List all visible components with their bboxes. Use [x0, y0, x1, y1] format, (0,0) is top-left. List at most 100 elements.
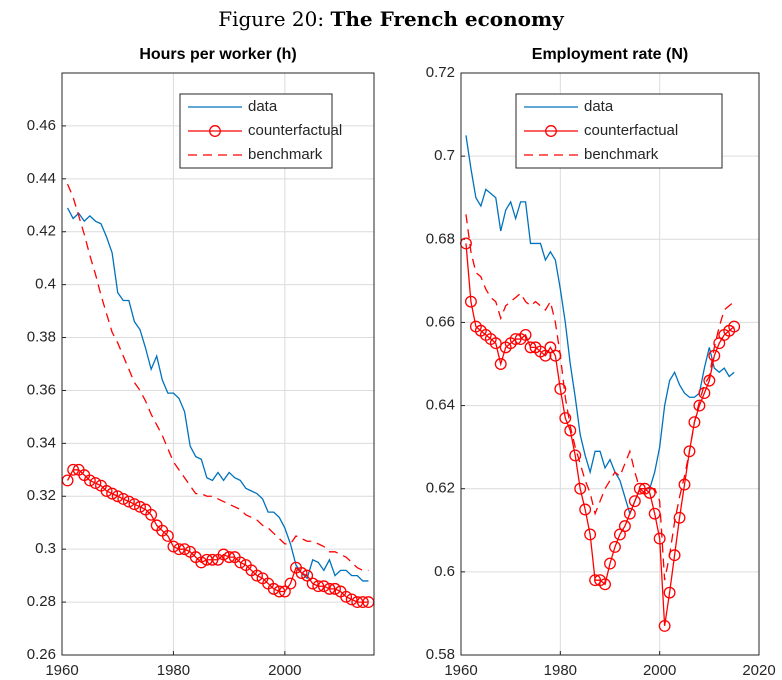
- y-tick-label: 0.66: [426, 313, 455, 330]
- marker: [284, 577, 297, 590]
- marker: [683, 445, 696, 458]
- marker: [574, 482, 587, 495]
- y-tick-label: 0.38: [27, 329, 56, 346]
- marker: [345, 593, 358, 606]
- y-tick-label: 0.68: [426, 230, 455, 247]
- marker: [609, 540, 621, 553]
- y-tick-label: 0.44: [27, 170, 56, 187]
- figure-label: Figure 20:: [218, 7, 324, 31]
- legend-label: benchmark: [248, 146, 323, 163]
- marker: [673, 511, 686, 524]
- marker: [663, 586, 676, 599]
- y-tick-label: 0.6: [434, 563, 455, 580]
- series-line: [66, 207, 369, 582]
- y-tick-label: 0.26: [27, 646, 56, 663]
- y-tick-label: 0.36: [27, 381, 56, 398]
- legend-label: benchmark: [584, 146, 659, 163]
- legend-marker: [545, 125, 557, 137]
- marker: [128, 498, 141, 511]
- legend-label: data: [248, 98, 278, 115]
- x-tick-label: 1980: [544, 662, 577, 679]
- x-tick-label: 1960: [444, 662, 477, 679]
- marker: [599, 578, 611, 591]
- x-tick-label: 2000: [643, 662, 676, 679]
- marker: [195, 556, 208, 569]
- y-tick-label: 0.46: [27, 117, 56, 134]
- x-tick-label: 1980: [157, 662, 190, 679]
- marker: [223, 551, 236, 564]
- marker: [234, 556, 247, 569]
- marker: [589, 574, 602, 587]
- marker: [464, 295, 477, 308]
- marker: [317, 580, 330, 593]
- axes-box: [61, 72, 375, 656]
- marker: [559, 412, 572, 424]
- marker: [301, 569, 314, 582]
- legend-label: counterfactual: [248, 122, 342, 139]
- y-tick-label: 0.64: [426, 397, 455, 414]
- marker: [524, 341, 537, 354]
- marker: [628, 495, 641, 508]
- marker: [584, 528, 597, 541]
- marker: [579, 503, 592, 516]
- marker: [161, 530, 174, 542]
- y-tick-label: 0.3: [35, 540, 56, 557]
- legend-label: data: [584, 98, 614, 115]
- marker: [251, 569, 263, 582]
- y-tick-label: 0.32: [27, 487, 56, 504]
- marker: [509, 333, 522, 346]
- x-tick-label: 1960: [45, 662, 78, 679]
- y-tick-label: 0.34: [27, 434, 56, 451]
- marker: [678, 478, 691, 491]
- marker: [569, 449, 582, 462]
- marker: [83, 474, 96, 487]
- marker: [217, 548, 230, 561]
- y-tick-label: 0.4: [35, 276, 56, 293]
- marker: [494, 358, 507, 370]
- marker: [658, 619, 671, 632]
- y-tick-label: 0.7: [434, 147, 455, 164]
- y-tick-label: 0.72: [426, 64, 455, 81]
- marker: [323, 582, 336, 595]
- marker: [519, 328, 532, 341]
- marker: [295, 567, 308, 579]
- marker: [106, 487, 119, 500]
- marker: [67, 463, 80, 476]
- marker: [173, 543, 185, 556]
- x-tick-label: 2020: [742, 662, 775, 679]
- x-tick-label: 2000: [268, 662, 301, 679]
- y-tick-label: 0.58: [426, 646, 455, 663]
- series-line: [66, 183, 369, 571]
- marker: [604, 557, 616, 570]
- axes-box: [460, 72, 760, 656]
- marker: [554, 382, 567, 395]
- marker: [698, 387, 711, 400]
- marker: [306, 577, 319, 590]
- marker: [111, 490, 124, 503]
- marker: [633, 482, 646, 495]
- marker: [122, 495, 135, 508]
- marker: [688, 416, 701, 429]
- legend-label: counterfactual: [584, 122, 678, 139]
- marker: [653, 532, 666, 545]
- marker: [623, 507, 636, 520]
- y-tick-label: 0.42: [27, 223, 56, 240]
- marker: [356, 596, 369, 609]
- marker: [178, 543, 191, 556]
- chart-title: Employment rate (N): [532, 46, 688, 63]
- marker: [312, 580, 325, 593]
- marker: [273, 585, 286, 598]
- chart-title: Hours per worker (h): [139, 46, 296, 63]
- marker: [728, 320, 741, 333]
- marker: [167, 540, 180, 553]
- series-line: [465, 214, 735, 581]
- marker: [340, 590, 353, 603]
- marker: [145, 508, 158, 521]
- marker: [89, 477, 102, 489]
- legend-marker: [209, 125, 221, 137]
- y-tick-label: 0.62: [426, 480, 455, 497]
- marker: [618, 520, 631, 533]
- marker: [267, 582, 280, 595]
